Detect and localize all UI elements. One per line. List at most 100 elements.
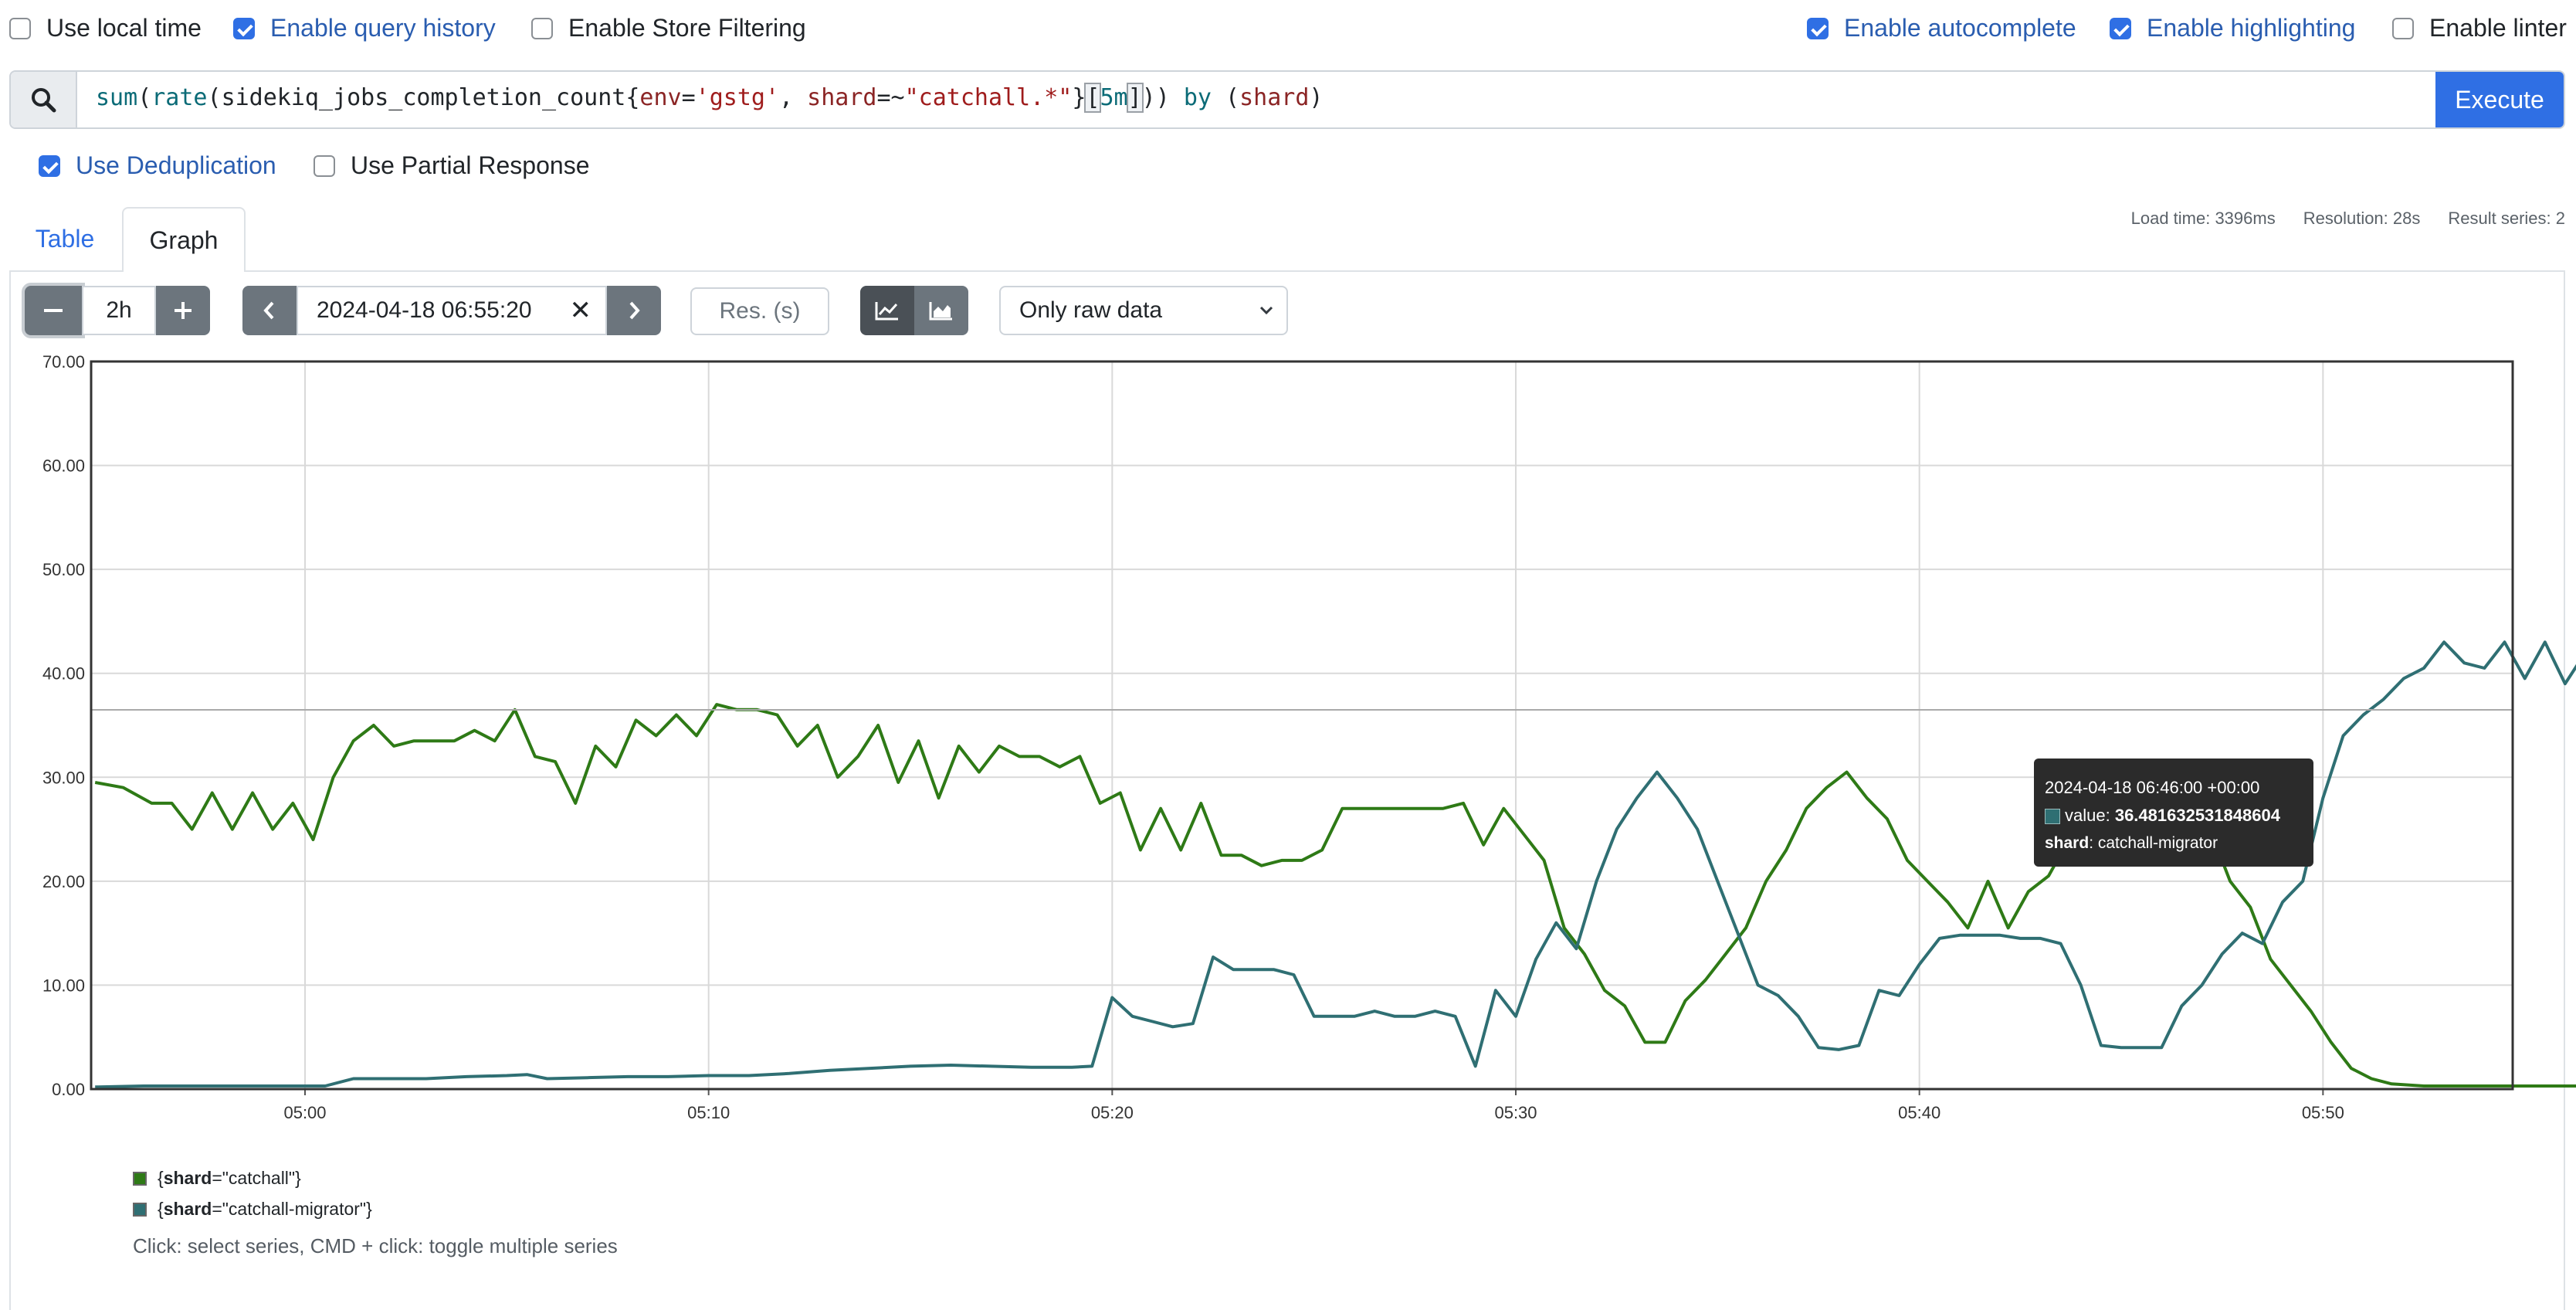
chevron-down-icon (1259, 306, 1273, 315)
decrease-range-button[interactable] (25, 286, 82, 335)
expression-token: , (779, 84, 808, 111)
tooltip-label-value: : catchall-migrator (2089, 834, 2218, 852)
enable-store-filtering-label[interactable]: Enable Store Filtering (568, 14, 806, 42)
enable-linter-option[interactable]: Enable linter (2392, 14, 2567, 42)
y-tick-label: 40.00 (42, 664, 85, 684)
use-deduplication-label[interactable]: Use Deduplication (76, 151, 276, 179)
expression-token: ( (137, 84, 152, 111)
chevron-right-icon (629, 301, 640, 320)
expression-token: shard (807, 84, 877, 111)
expression-token: ) (1309, 84, 1324, 111)
resolution-stat: Resolution: 28s (2303, 209, 2421, 228)
tab-graph[interactable]: Graph (122, 207, 246, 272)
enable-store-filtering-option[interactable]: Enable Store Filtering (531, 14, 806, 42)
enable-autocomplete-option[interactable]: Enable autocomplete (1807, 14, 2076, 42)
execute-button[interactable]: Execute (2435, 72, 2564, 127)
expression-token: 5m (1100, 84, 1128, 111)
x-tick-label: 05:20 (1091, 1103, 1134, 1122)
y-tick-label: 20.00 (42, 872, 85, 891)
expression-token: )) (1141, 84, 1170, 111)
expression-token: rate (151, 84, 208, 111)
expression-token: ] (1126, 83, 1144, 113)
legend-swatch-catchall (133, 1171, 147, 1186)
load-time-stat: Load time: 3396ms (2130, 209, 2276, 228)
x-tick-label: 05:00 (283, 1103, 326, 1122)
end-time-input[interactable]: 2024-04-18 06:55:20 ✕ (297, 286, 607, 335)
use-local-time-checkbox[interactable] (9, 17, 31, 39)
range-input[interactable]: 2h (82, 286, 156, 335)
graph-panel (9, 270, 2565, 1310)
use-partial-response-checkbox[interactable] (314, 154, 335, 177)
tooltip-swatch (2045, 809, 2060, 825)
expression-token: = (681, 84, 696, 111)
enable-query-history-label[interactable]: Enable query history (270, 14, 496, 42)
expression-token: ( (1225, 84, 1240, 111)
enable-highlighting-label[interactable]: Enable highlighting (2147, 14, 2356, 42)
enable-query-history-checkbox[interactable] (233, 17, 255, 39)
enable-store-filtering-checkbox[interactable] (531, 17, 553, 39)
use-deduplication-checkbox[interactable] (39, 154, 60, 177)
x-tick-label: 05:40 (1898, 1103, 1940, 1122)
y-tick-label: 60.00 (42, 456, 85, 476)
x-tick-label: 05:10 (687, 1103, 730, 1122)
use-deduplication-option[interactable]: Use Deduplication (39, 151, 276, 180)
stacked-chart-button[interactable] (914, 286, 968, 335)
y-tick-label: 30.00 (42, 768, 85, 787)
series-line-catchall-migrator (95, 640, 2576, 1089)
enable-autocomplete-label[interactable]: Enable autocomplete (1844, 14, 2076, 42)
plot-area (91, 361, 2513, 1089)
tooltip-value-row: value: 36.481632531848604 (2045, 802, 2303, 830)
use-local-time-label[interactable]: Use local time (46, 14, 202, 42)
enable-linter-label[interactable]: Enable linter (2429, 14, 2567, 42)
expression-token: 'gstg' (695, 84, 780, 111)
expression-input[interactable]: sum(rate(sidekiq_jobs_completion_count{e… (96, 83, 1324, 113)
expression-token: } (1072, 84, 1086, 111)
resolution-input[interactable]: Res. (s) (690, 287, 829, 335)
enable-highlighting-option[interactable]: Enable highlighting (2110, 14, 2355, 42)
enable-linter-checkbox[interactable] (2392, 17, 2414, 39)
use-local-time-option[interactable]: Use local time (9, 14, 202, 42)
legend-label-catchall-migrator: {shard="catchall-migrator"} (158, 1199, 372, 1219)
legend-hint: Click: select series, CMD + click: toggl… (133, 1234, 618, 1257)
minus-icon (44, 309, 63, 312)
x-tick-label: 05:30 (1494, 1103, 1537, 1122)
enable-highlighting-checkbox[interactable] (2110, 17, 2131, 39)
expression-token: =~ (876, 84, 905, 111)
tab-table[interactable]: Table (35, 224, 95, 253)
legend-value-catchall: "catchall" (222, 1168, 296, 1188)
expression-token: sidekiq_jobs_completion_count (221, 84, 626, 111)
legend-key-catchall-migrator: shard (163, 1199, 212, 1219)
expression-token: [ (1084, 83, 1102, 113)
use-partial-response-option[interactable]: Use Partial Response (314, 151, 589, 180)
next-time-button[interactable] (607, 286, 661, 335)
increase-range-button[interactable] (156, 286, 210, 335)
legend-item-catchall[interactable]: {shard="catchall"} (133, 1168, 301, 1189)
expression-token: env (639, 84, 682, 111)
hover-tooltip: 2024-04-18 06:46:00 +00:00 value: 36.481… (2034, 759, 2313, 867)
enable-query-history-option[interactable]: Enable query history (233, 14, 496, 42)
legend-value-catchall-migrator: "catchall-migrator" (222, 1199, 367, 1219)
y-tick-label: 50.00 (42, 560, 85, 579)
x-tick-label: 05:50 (2302, 1103, 2344, 1122)
line-chart-button[interactable] (860, 286, 914, 335)
clear-icon[interactable]: ✕ (569, 296, 592, 325)
area-chart-icon (929, 302, 952, 321)
y-tick-label: 10.00 (42, 976, 85, 995)
plus-icon (175, 302, 192, 319)
downsampling-value: Only raw data (1019, 297, 1163, 323)
previous-time-button[interactable] (242, 286, 297, 335)
line-chart-icon (875, 302, 898, 321)
enable-autocomplete-checkbox[interactable] (1807, 17, 1829, 39)
downsampling-select[interactable]: Only raw data (999, 286, 1288, 335)
legend-item-catchall-migrator[interactable]: {shard="catchall-migrator"} (133, 1199, 372, 1220)
expression-token: { (625, 84, 640, 111)
tooltip-value: 36.481632531848604 (2114, 806, 2280, 825)
expression-bar: sum(rate(sidekiq_jobs_completion_count{e… (9, 70, 2565, 129)
use-partial-response-label[interactable]: Use Partial Response (351, 151, 590, 179)
expression-token: sum (96, 84, 138, 111)
legend-swatch-catchall-migrator (133, 1202, 147, 1217)
chevron-left-icon (263, 301, 274, 320)
legend-label-catchall: {shard="catchall"} (158, 1168, 301, 1188)
tooltip-value-label: value: (2065, 806, 2115, 825)
